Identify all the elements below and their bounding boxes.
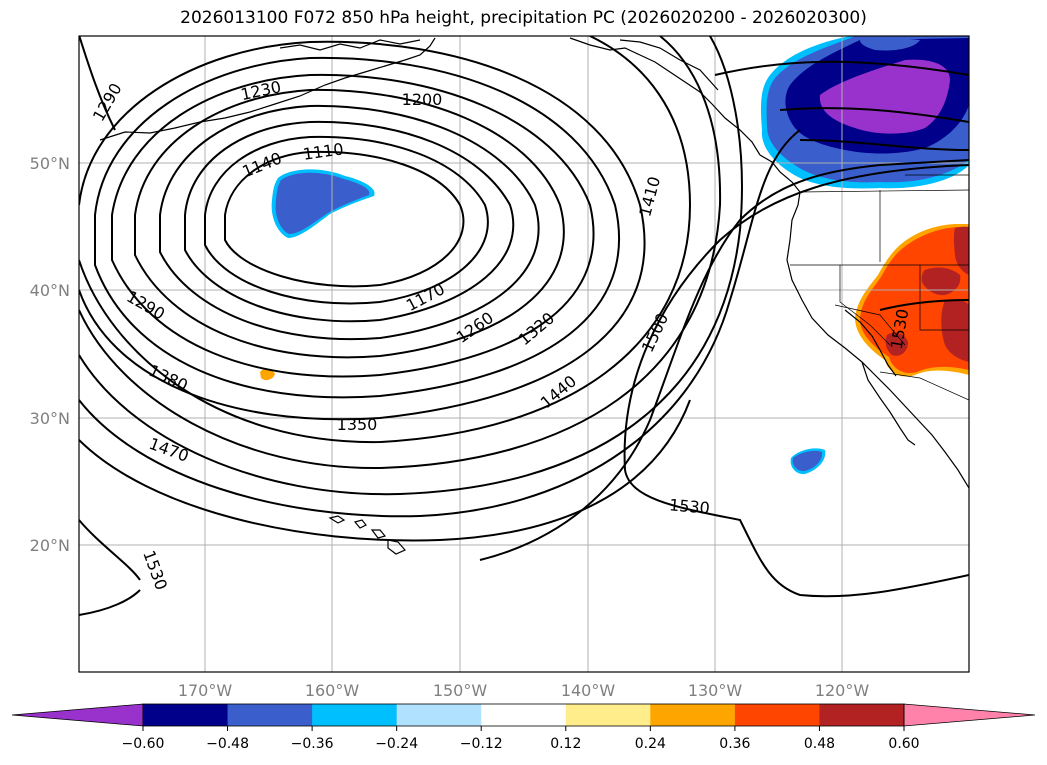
colorbar-tick-label: −0.48 bbox=[206, 736, 249, 752]
precip-blob-small bbox=[260, 368, 275, 381]
colorbar-segment bbox=[312, 704, 398, 726]
lon-label: 140°W bbox=[561, 681, 616, 700]
colorbar-tick-label: −0.24 bbox=[375, 736, 418, 752]
colorbar-segment bbox=[143, 704, 229, 726]
colorbar-tick-label: 0.24 bbox=[635, 736, 666, 752]
contour-label: 1350 bbox=[337, 415, 378, 434]
lat-label: 40°N bbox=[30, 281, 70, 300]
colorbar-frame bbox=[142, 703, 905, 727]
lon-label: 150°W bbox=[433, 681, 488, 700]
gridlines bbox=[79, 36, 969, 672]
lon-label: 130°W bbox=[688, 681, 743, 700]
colorbar-tick-label: 0.36 bbox=[719, 736, 750, 752]
precip-negative-northwest bbox=[760, 36, 969, 189]
lon-label: 170°W bbox=[178, 681, 233, 700]
colorbar-segment bbox=[819, 704, 905, 726]
colorbar-extend-high bbox=[903, 703, 1036, 727]
lon-label: 120°W bbox=[815, 681, 870, 700]
map-title: 2026013100 F072 850 hPa height, precipit… bbox=[180, 8, 867, 28]
map-frame bbox=[78, 35, 970, 673]
colorbar-segment bbox=[734, 704, 820, 726]
colorbar-extend-low bbox=[11, 703, 144, 727]
contour-label: 1200 bbox=[402, 90, 443, 109]
map-panel: 1290 1230 1200 1140 1110 1410 1290 1170 … bbox=[79, 36, 969, 672]
precip-blob-gulf-alaska bbox=[271, 169, 375, 238]
colorbar-tick-label: −0.60 bbox=[122, 736, 165, 752]
colorbar-tick-label: 0.12 bbox=[550, 736, 581, 752]
borders bbox=[790, 174, 969, 401]
colorbar-segment bbox=[650, 704, 736, 726]
colorbar-tick-label: 0.48 bbox=[804, 736, 835, 752]
colorbar-tick-label: 0.60 bbox=[888, 736, 919, 752]
lat-label: 50°N bbox=[30, 154, 70, 173]
colorbar-segment bbox=[565, 704, 651, 726]
lat-label: 30°N bbox=[30, 409, 70, 428]
colorbar: −0.60 −0.48 −0.36 −0.24 −0.12 0.12 0.24 0.36 0.4… bbox=[11, 703, 1036, 752]
lon-label: 160°W bbox=[305, 681, 360, 700]
lon-labels: 170°W 160°W 150°W 140°W 130°W 120°W bbox=[178, 681, 870, 700]
lat-labels: 50°N 40°N 30°N 20°N bbox=[30, 154, 70, 555]
colorbar-tick-label: −0.12 bbox=[460, 736, 503, 752]
colorbar-segment bbox=[227, 704, 313, 726]
colorbar-segment bbox=[481, 704, 567, 726]
lat-label: 20°N bbox=[30, 536, 70, 555]
colorbar-tick-label: −0.36 bbox=[291, 736, 334, 752]
contour-label: 1530 bbox=[668, 495, 710, 517]
colorbar-segment bbox=[396, 704, 482, 726]
height-contours bbox=[79, 36, 969, 616]
